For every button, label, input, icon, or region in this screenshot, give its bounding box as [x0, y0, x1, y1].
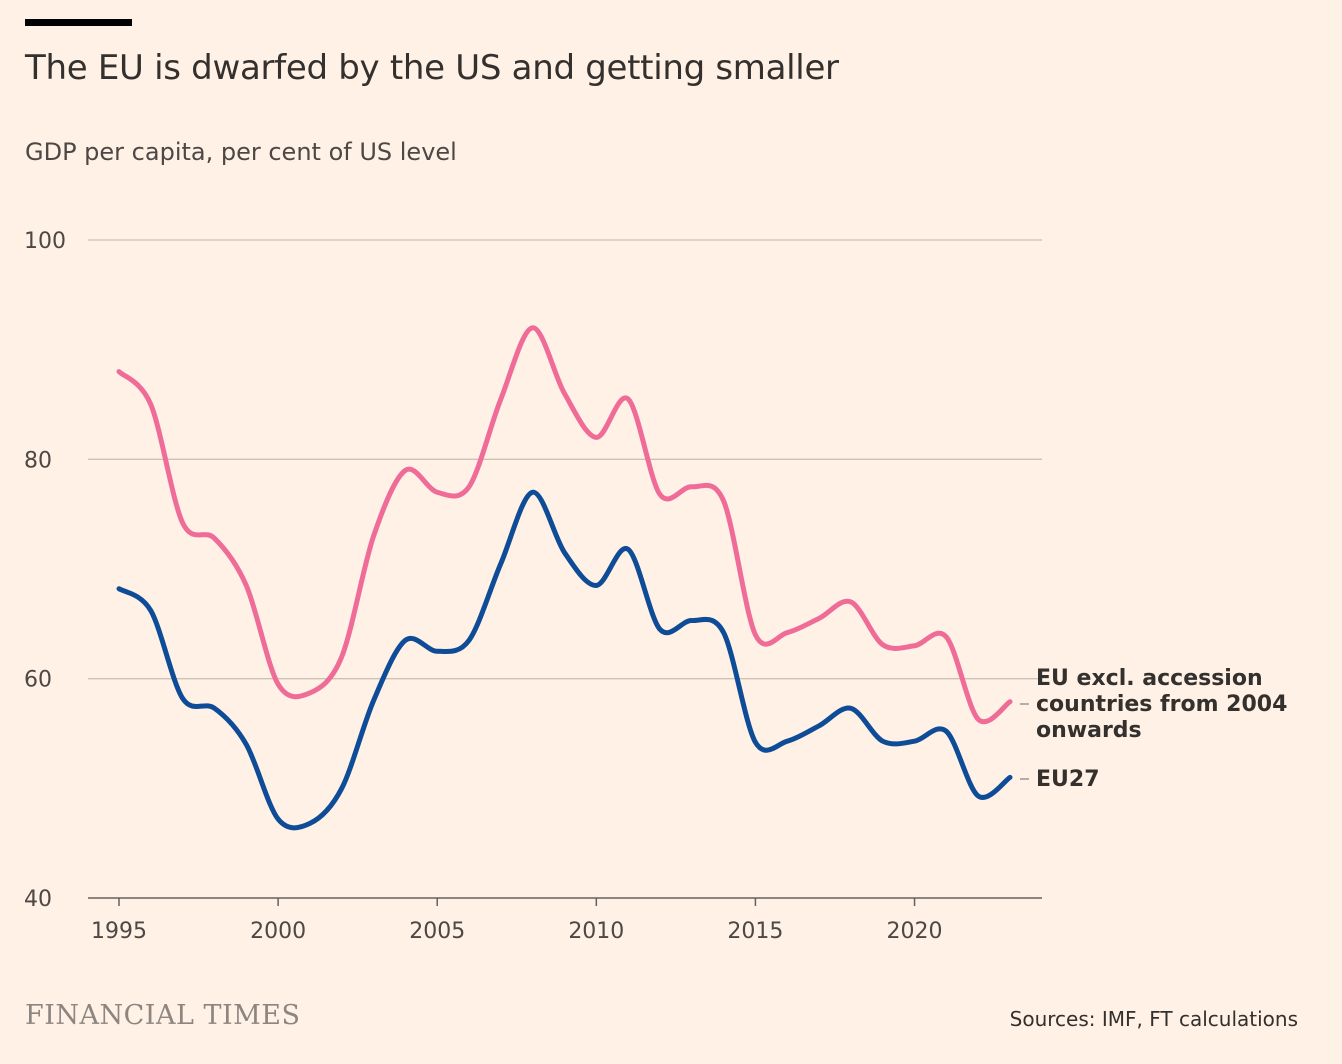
x-tick-label: 2005 — [409, 919, 465, 944]
eu-excl-accession-line — [116, 325, 1013, 725]
eu-excl-accession-label: EU excl. accession countries from 2004 onw… — [1036, 666, 1287, 743]
brand-bar — [25, 19, 132, 26]
y-tick-label: 100 — [24, 229, 66, 254]
x-tick-label: 2020 — [887, 919, 943, 944]
label-line: onwards — [1036, 718, 1142, 743]
ft-logo: FINANCIAL TIMES — [25, 1000, 301, 1031]
chart-subtitle: GDP per capita, per cent of US level — [25, 138, 457, 166]
x-tick-label: 2015 — [727, 919, 783, 944]
y-tick-label: 80 — [24, 448, 52, 473]
source-note: Sources: IMF, FT calculations — [1009, 1007, 1298, 1031]
x-tick-label: 2010 — [568, 919, 624, 944]
label-line: EU27 — [1036, 767, 1100, 792]
eu27-label: EU27 — [1036, 767, 1100, 792]
label-line: EU excl. accession — [1036, 666, 1263, 691]
y-tick-label: 60 — [24, 668, 52, 693]
label-line: countries from 2004 — [1036, 692, 1287, 717]
y-tick-label: 40 — [24, 887, 52, 912]
eu27-line — [116, 489, 1013, 831]
chart-title: The EU is dwarfed by the US and getting … — [25, 48, 839, 88]
x-tick-label: 2000 — [250, 919, 306, 944]
x-tick-label: 1995 — [91, 919, 147, 944]
